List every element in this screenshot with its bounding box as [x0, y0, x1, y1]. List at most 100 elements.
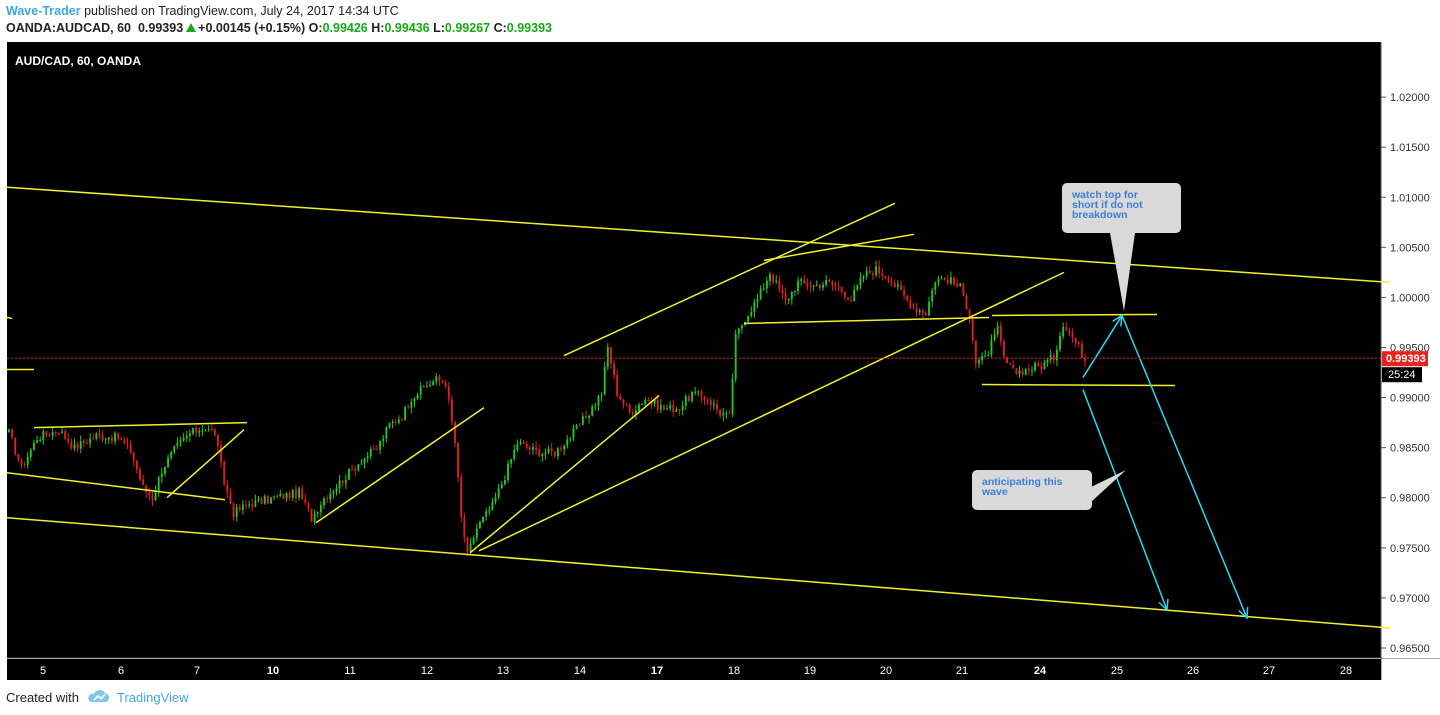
candle-body	[747, 316, 750, 322]
candle-body	[291, 489, 294, 498]
candle-body	[17, 454, 20, 460]
candle-body	[182, 438, 185, 441]
candle-body	[762, 288, 765, 290]
candle-body	[235, 506, 238, 517]
candle-body	[1031, 370, 1033, 372]
candle-body	[775, 280, 778, 282]
candle-body	[1018, 370, 1021, 374]
candle-body	[485, 511, 488, 517]
candle-body	[694, 391, 697, 393]
candle-body	[613, 363, 615, 376]
candle-body	[254, 500, 257, 507]
candle-body	[513, 449, 516, 460]
candle-body	[497, 488, 500, 498]
trendline	[7, 471, 226, 501]
candle-body	[1071, 332, 1074, 338]
x-axis-ticks: 5 6 7 10 11 12 13 14 17 18 19 20 21 24 25 26 27 28	[40, 665, 1352, 677]
candle-body	[36, 440, 39, 443]
open-label: O:	[308, 21, 323, 35]
low-label: L:	[433, 21, 445, 35]
candle-body	[691, 391, 693, 401]
candle-body	[678, 409, 681, 411]
candle-body	[195, 427, 198, 433]
candle-body	[719, 409, 722, 416]
candle-body	[198, 430, 201, 433]
candle-body	[616, 375, 619, 396]
candle-body	[438, 376, 441, 381]
y-tick-label: 1.01500	[1390, 142, 1430, 154]
candle-body	[425, 386, 428, 388]
candle-body	[120, 438, 123, 440]
callout-text-line: watch top for	[1071, 189, 1138, 201]
plot-area[interactable]	[7, 42, 1381, 658]
candle-body	[413, 398, 416, 402]
tradingview-cloud-icon	[87, 689, 111, 706]
candle-body	[990, 339, 993, 355]
candle-body	[769, 274, 771, 281]
candle-body	[765, 280, 768, 289]
x-tick-label: 18	[728, 665, 740, 677]
candle-body	[1006, 356, 1008, 364]
candle-body	[669, 405, 672, 409]
wave-arrow	[1082, 389, 1168, 611]
candle-body	[323, 498, 325, 506]
candle-body	[731, 379, 734, 415]
candle-body	[117, 432, 120, 439]
time-axis[interactable]	[7, 659, 1381, 680]
candle-body	[1043, 362, 1046, 370]
candle-body	[812, 285, 815, 287]
candle-body	[890, 281, 893, 283]
candle-body	[360, 463, 363, 465]
candle-body	[800, 279, 803, 281]
callout-box	[1062, 183, 1181, 233]
candle-body	[871, 273, 874, 276]
candle-body	[943, 278, 946, 280]
price-axis[interactable]	[1382, 42, 1440, 658]
candle-body	[875, 266, 877, 276]
candle-body	[104, 439, 107, 441]
candle-body	[772, 274, 775, 282]
candle-body	[482, 516, 484, 523]
candle-body	[332, 491, 335, 494]
x-tick-label: 28	[1340, 665, 1352, 677]
tradingview-link[interactable]: TradingView	[116, 690, 189, 705]
arrow-head-icon	[1158, 598, 1169, 612]
candle-body	[185, 436, 188, 439]
candle-body	[984, 355, 987, 357]
candle-body	[831, 281, 834, 286]
candle-body	[606, 347, 609, 367]
candle-body	[581, 416, 584, 425]
x-tick-label: 27	[1263, 665, 1275, 677]
candle-body	[625, 403, 628, 405]
candle-body	[139, 469, 141, 480]
candle-body	[217, 435, 219, 446]
candle-body	[294, 489, 297, 498]
candle-body	[750, 312, 753, 317]
candle-body	[809, 286, 812, 288]
candle-body	[956, 283, 959, 287]
candle-body	[422, 385, 425, 388]
callout-pointer	[1110, 233, 1135, 311]
candle-body	[634, 410, 637, 414]
trendline	[33, 421, 248, 429]
candle-body	[129, 443, 132, 453]
candle-body	[142, 479, 145, 486]
candle-body	[553, 451, 556, 457]
candle-body	[379, 440, 382, 450]
candle-body	[906, 295, 909, 301]
candle-body	[463, 516, 466, 538]
candle-body	[734, 333, 737, 380]
candle-body	[435, 376, 438, 382]
candle-body	[928, 301, 930, 316]
candle-body	[706, 400, 709, 402]
author-link[interactable]: Wave-Trader	[6, 4, 81, 18]
candle-body	[1052, 355, 1055, 361]
candle-body	[965, 295, 968, 310]
candle-body	[151, 495, 154, 501]
candle-body	[709, 400, 712, 405]
callout-text-line: anticipating this	[982, 476, 1063, 488]
candle-body	[884, 276, 887, 279]
candle-body	[388, 423, 391, 428]
